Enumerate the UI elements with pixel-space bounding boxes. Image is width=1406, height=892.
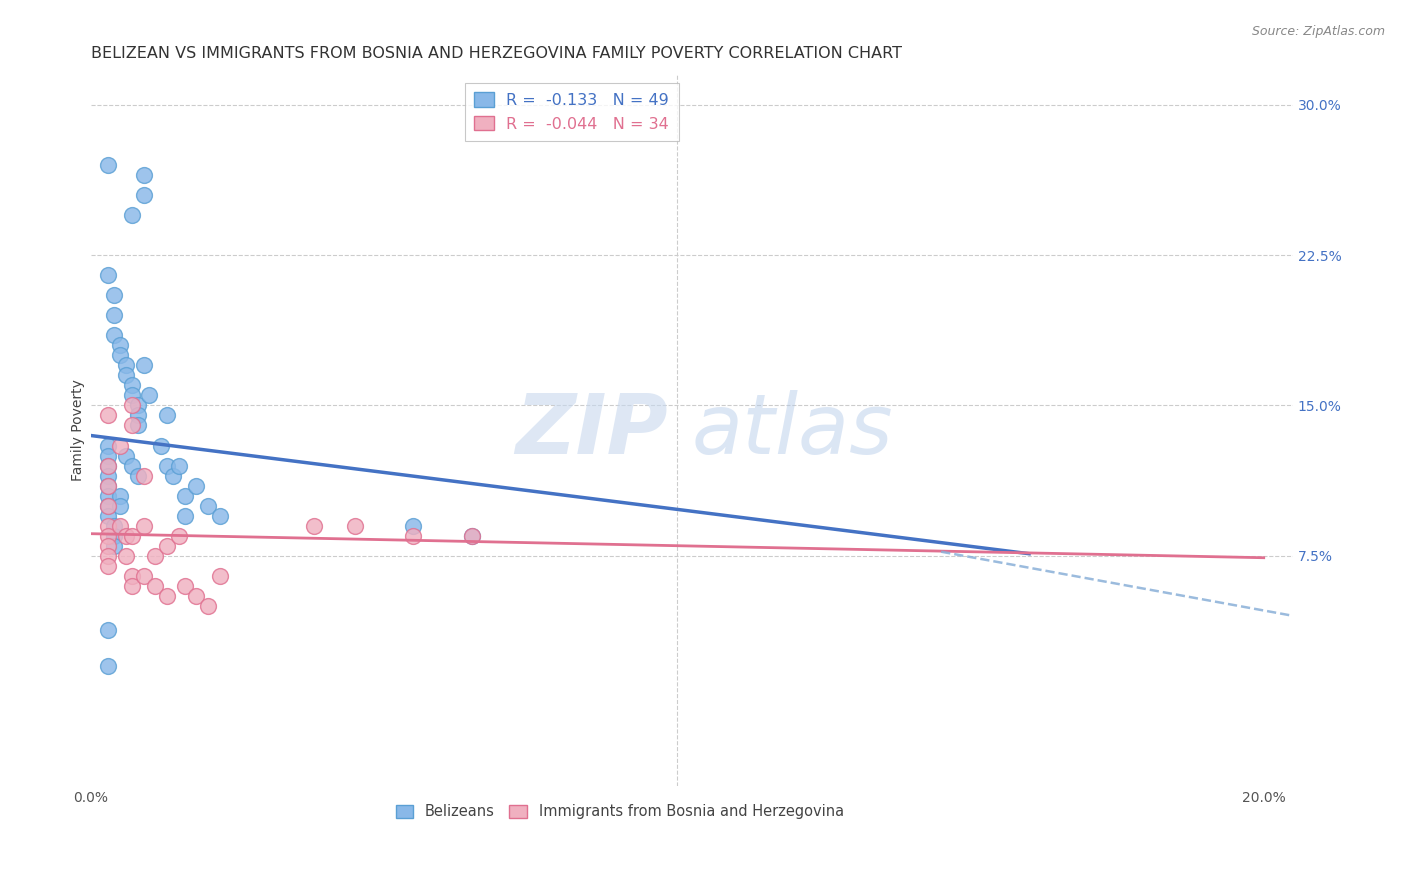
Point: [132, 518, 155, 533]
Point: [97, 623, 120, 637]
Point: [173, 508, 195, 523]
Point: [132, 188, 155, 202]
Point: [97, 659, 120, 673]
Point: [173, 579, 195, 593]
Point: [121, 399, 143, 413]
Point: [97, 489, 120, 503]
Point: [115, 549, 138, 563]
Point: [97, 499, 120, 513]
Text: BELIZEAN VS IMMIGRANTS FROM BOSNIA AND HERZEGOVINA FAMILY POVERTY CORRELATION CH: BELIZEAN VS IMMIGRANTS FROM BOSNIA AND H…: [91, 46, 901, 62]
Point: [115, 359, 138, 373]
Point: [97, 158, 120, 172]
Point: [97, 458, 120, 473]
Point: [97, 268, 120, 283]
Point: [162, 468, 184, 483]
Point: [97, 549, 120, 563]
Point: [108, 348, 131, 362]
Point: [156, 589, 179, 603]
Point: [121, 388, 143, 402]
Point: [461, 529, 484, 543]
Point: [103, 539, 125, 553]
Point: [127, 468, 149, 483]
Point: [186, 478, 208, 492]
Text: Source: ZipAtlas.com: Source: ZipAtlas.com: [1251, 25, 1385, 38]
Point: [121, 529, 143, 543]
Point: [343, 518, 366, 533]
Point: [173, 489, 195, 503]
Point: [115, 368, 138, 383]
Point: [127, 418, 149, 433]
Point: [121, 208, 143, 222]
Point: [103, 328, 125, 343]
Point: [132, 468, 155, 483]
Point: [97, 508, 120, 523]
Point: [186, 589, 208, 603]
Point: [121, 579, 143, 593]
Point: [97, 529, 120, 543]
Point: [103, 308, 125, 322]
Point: [208, 508, 231, 523]
Point: [121, 378, 143, 392]
Point: [150, 438, 173, 452]
Point: [461, 529, 484, 543]
Point: [167, 529, 190, 543]
Point: [167, 458, 190, 473]
Point: [108, 518, 131, 533]
Point: [97, 458, 120, 473]
Point: [115, 529, 138, 543]
Point: [108, 499, 131, 513]
Point: [97, 468, 120, 483]
Point: [108, 438, 131, 452]
Point: [156, 458, 179, 473]
Text: ZIP: ZIP: [515, 390, 668, 471]
Point: [132, 359, 155, 373]
Legend: Belizeans, Immigrants from Bosnia and Herzegovina: Belizeans, Immigrants from Bosnia and He…: [389, 798, 849, 825]
Point: [138, 388, 160, 402]
Point: [108, 489, 131, 503]
Point: [132, 168, 155, 182]
Point: [121, 418, 143, 433]
Point: [143, 579, 166, 593]
Point: [402, 518, 425, 533]
Y-axis label: Family Poverty: Family Poverty: [72, 380, 86, 482]
Point: [156, 539, 179, 553]
Point: [115, 449, 138, 463]
Point: [156, 409, 179, 423]
Point: [97, 558, 120, 573]
Point: [197, 499, 219, 513]
Point: [97, 518, 120, 533]
Point: [97, 409, 120, 423]
Point: [197, 599, 219, 613]
Point: [97, 478, 120, 492]
Point: [103, 518, 125, 533]
Point: [402, 529, 425, 543]
Point: [97, 438, 120, 452]
Point: [302, 518, 325, 533]
Point: [97, 539, 120, 553]
Point: [127, 409, 149, 423]
Point: [132, 568, 155, 582]
Point: [97, 449, 120, 463]
Point: [97, 478, 120, 492]
Point: [108, 338, 131, 352]
Point: [208, 568, 231, 582]
Point: [103, 288, 125, 302]
Point: [103, 529, 125, 543]
Point: [121, 568, 143, 582]
Point: [127, 399, 149, 413]
Point: [121, 458, 143, 473]
Point: [143, 549, 166, 563]
Text: atlas: atlas: [692, 390, 894, 471]
Point: [97, 499, 120, 513]
